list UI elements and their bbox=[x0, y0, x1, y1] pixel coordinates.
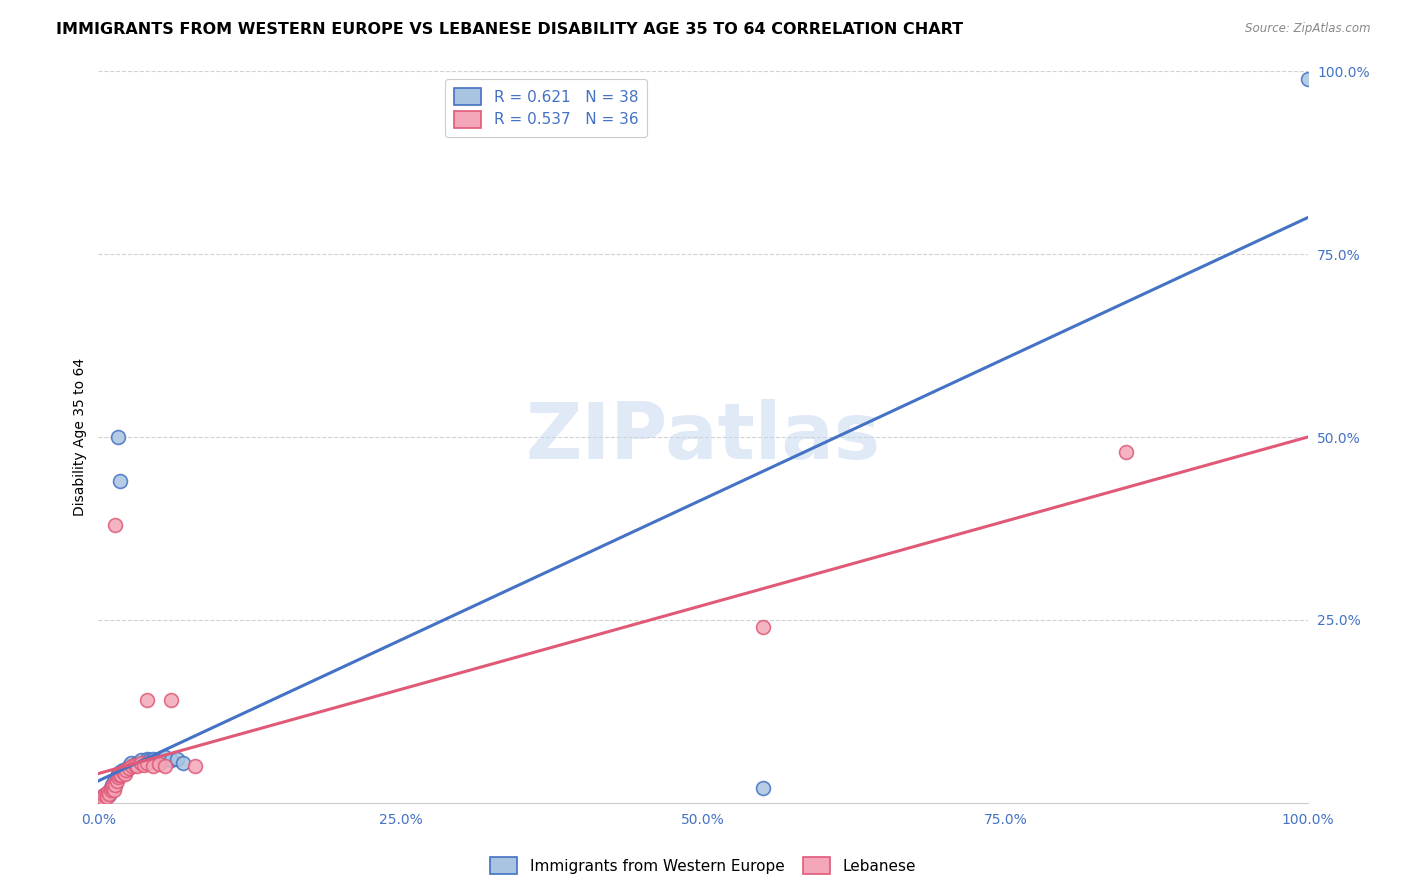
Point bbox=[114, 766, 136, 780]
Legend: Immigrants from Western Europe, Lebanese: Immigrants from Western Europe, Lebanese bbox=[484, 851, 922, 880]
Point bbox=[135, 693, 157, 707]
Point bbox=[101, 781, 124, 796]
Point bbox=[105, 770, 128, 784]
Point bbox=[104, 777, 127, 792]
Point bbox=[129, 753, 152, 767]
Point bbox=[121, 759, 143, 773]
Point bbox=[91, 792, 114, 806]
Point bbox=[120, 756, 142, 770]
Point bbox=[148, 754, 170, 768]
Point bbox=[94, 787, 117, 801]
Point bbox=[160, 753, 183, 767]
Point bbox=[111, 765, 134, 780]
Point bbox=[93, 789, 115, 803]
Point bbox=[138, 753, 160, 767]
Point bbox=[148, 757, 170, 772]
Legend: R = 0.621   N = 38, R = 0.537   N = 36: R = 0.621 N = 38, R = 0.537 N = 36 bbox=[444, 79, 647, 136]
Point bbox=[100, 782, 122, 797]
Point bbox=[184, 759, 207, 773]
Point bbox=[115, 763, 138, 777]
Point bbox=[124, 757, 146, 772]
Point bbox=[129, 756, 152, 770]
Point bbox=[124, 757, 146, 772]
Point bbox=[103, 773, 125, 788]
Point bbox=[107, 766, 129, 780]
Point bbox=[101, 777, 124, 792]
Point bbox=[108, 765, 131, 780]
Text: Source: ZipAtlas.com: Source: ZipAtlas.com bbox=[1246, 22, 1371, 36]
Point bbox=[134, 756, 156, 770]
Point bbox=[153, 759, 176, 773]
Text: IMMIGRANTS FROM WESTERN EUROPE VS LEBANESE DISABILITY AGE 35 TO 64 CORRELATION C: IMMIGRANTS FROM WESTERN EUROPE VS LEBANE… bbox=[56, 22, 963, 37]
Point bbox=[134, 757, 156, 772]
Point bbox=[91, 789, 114, 804]
Point bbox=[104, 777, 127, 792]
Point bbox=[172, 756, 194, 770]
Y-axis label: Disability Age 35 to 64: Disability Age 35 to 64 bbox=[73, 358, 87, 516]
Point bbox=[100, 781, 122, 796]
Point bbox=[100, 781, 122, 796]
Point bbox=[118, 761, 141, 775]
Point bbox=[153, 750, 176, 764]
Point bbox=[97, 785, 120, 799]
Text: ZIPatlas: ZIPatlas bbox=[526, 399, 880, 475]
Point bbox=[108, 766, 131, 780]
Point bbox=[135, 752, 157, 766]
Point bbox=[110, 768, 132, 782]
Point bbox=[107, 770, 129, 784]
Point bbox=[96, 787, 118, 801]
Point bbox=[1115, 444, 1137, 458]
Point bbox=[97, 785, 120, 799]
Point bbox=[111, 763, 134, 777]
Point bbox=[96, 789, 118, 804]
Point bbox=[127, 756, 149, 770]
Point bbox=[108, 768, 131, 782]
Point bbox=[118, 759, 141, 773]
Point bbox=[91, 792, 114, 806]
Point bbox=[94, 789, 117, 803]
Point bbox=[135, 756, 157, 770]
Point bbox=[107, 430, 129, 444]
Point bbox=[752, 781, 775, 796]
Point bbox=[108, 474, 131, 488]
Point bbox=[100, 777, 122, 792]
Point bbox=[166, 752, 188, 766]
Point bbox=[110, 766, 132, 780]
Point bbox=[1296, 71, 1319, 86]
Point bbox=[105, 773, 128, 788]
Point bbox=[98, 789, 121, 803]
Point bbox=[115, 763, 138, 777]
Point bbox=[142, 759, 165, 773]
Point bbox=[108, 768, 131, 782]
Point bbox=[104, 517, 127, 532]
Point bbox=[93, 789, 115, 803]
Point bbox=[114, 765, 136, 780]
Point bbox=[103, 782, 125, 797]
Point bbox=[160, 693, 183, 707]
Point bbox=[91, 790, 114, 805]
Point bbox=[752, 620, 775, 634]
Point bbox=[142, 752, 165, 766]
Point bbox=[127, 759, 149, 773]
Point bbox=[98, 787, 121, 801]
